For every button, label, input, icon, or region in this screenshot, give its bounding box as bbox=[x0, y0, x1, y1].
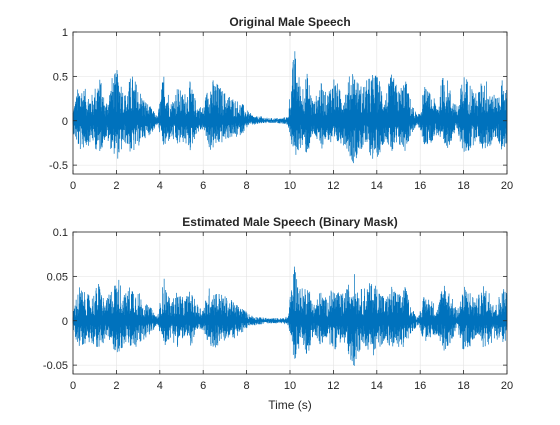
original-x-tick-label: 14 bbox=[371, 180, 383, 192]
estimated-x-tick-label: 8 bbox=[244, 380, 250, 392]
chart-title-estimated: Estimated Male Speech (Binary Mask) bbox=[182, 215, 397, 229]
original-y-tick-label: 0.5 bbox=[53, 71, 68, 83]
original-x-tick-label: 18 bbox=[457, 180, 469, 192]
original-x-tick-label: 16 bbox=[414, 180, 426, 192]
estimated-x-tick-label: 2 bbox=[113, 380, 119, 392]
axes-original: 0 2 4 6 8 10 12 14 16 18 20-0.500.51 Original Male… bbox=[49, 15, 513, 192]
original-x-tick-label: 0 bbox=[70, 180, 76, 192]
original-x-tick-label: 2 bbox=[113, 180, 119, 192]
original-y-tick-label: 1 bbox=[62, 27, 68, 39]
estimated-y-tick-label: 0.1 bbox=[53, 227, 68, 239]
estimated-x-tick-label: 14 bbox=[371, 380, 383, 392]
original-x-tick-label: 20 bbox=[501, 180, 513, 192]
estimated-x-tick-label: 4 bbox=[157, 380, 163, 392]
original-x-tick-label: 4 bbox=[157, 180, 163, 192]
original-y-tick-label: 0 bbox=[62, 116, 68, 128]
original-x-tick-label: 6 bbox=[200, 180, 206, 192]
estimated-y-tick-label: 0.05 bbox=[47, 271, 68, 283]
original-y-tick-label: -0.5 bbox=[49, 160, 68, 172]
estimated-x-tick-label: 12 bbox=[327, 380, 339, 392]
estimated-x-tick-label: 10 bbox=[284, 380, 296, 392]
original-x-tick-label: 12 bbox=[327, 180, 339, 192]
axes-original-ticks: 0 2 4 6 8 10 12 14 16 18 20-0.500.51 bbox=[49, 27, 513, 192]
chart-title-original: Original Male Speech bbox=[229, 15, 350, 29]
estimated-y-tick-label: 0 bbox=[62, 316, 68, 328]
original-x-tick-label: 8 bbox=[244, 180, 250, 192]
x-axis-label: Time (s) bbox=[268, 398, 312, 412]
estimated-y-tick-label: -0.05 bbox=[43, 360, 68, 372]
estimated-x-tick-label: 20 bbox=[501, 380, 513, 392]
estimated-x-tick-label: 6 bbox=[200, 380, 206, 392]
estimated-x-tick-label: 0 bbox=[70, 380, 76, 392]
estimated-x-tick-label: 16 bbox=[414, 380, 426, 392]
estimated-x-tick-label: 18 bbox=[457, 380, 469, 392]
original-x-tick-label: 10 bbox=[284, 180, 296, 192]
